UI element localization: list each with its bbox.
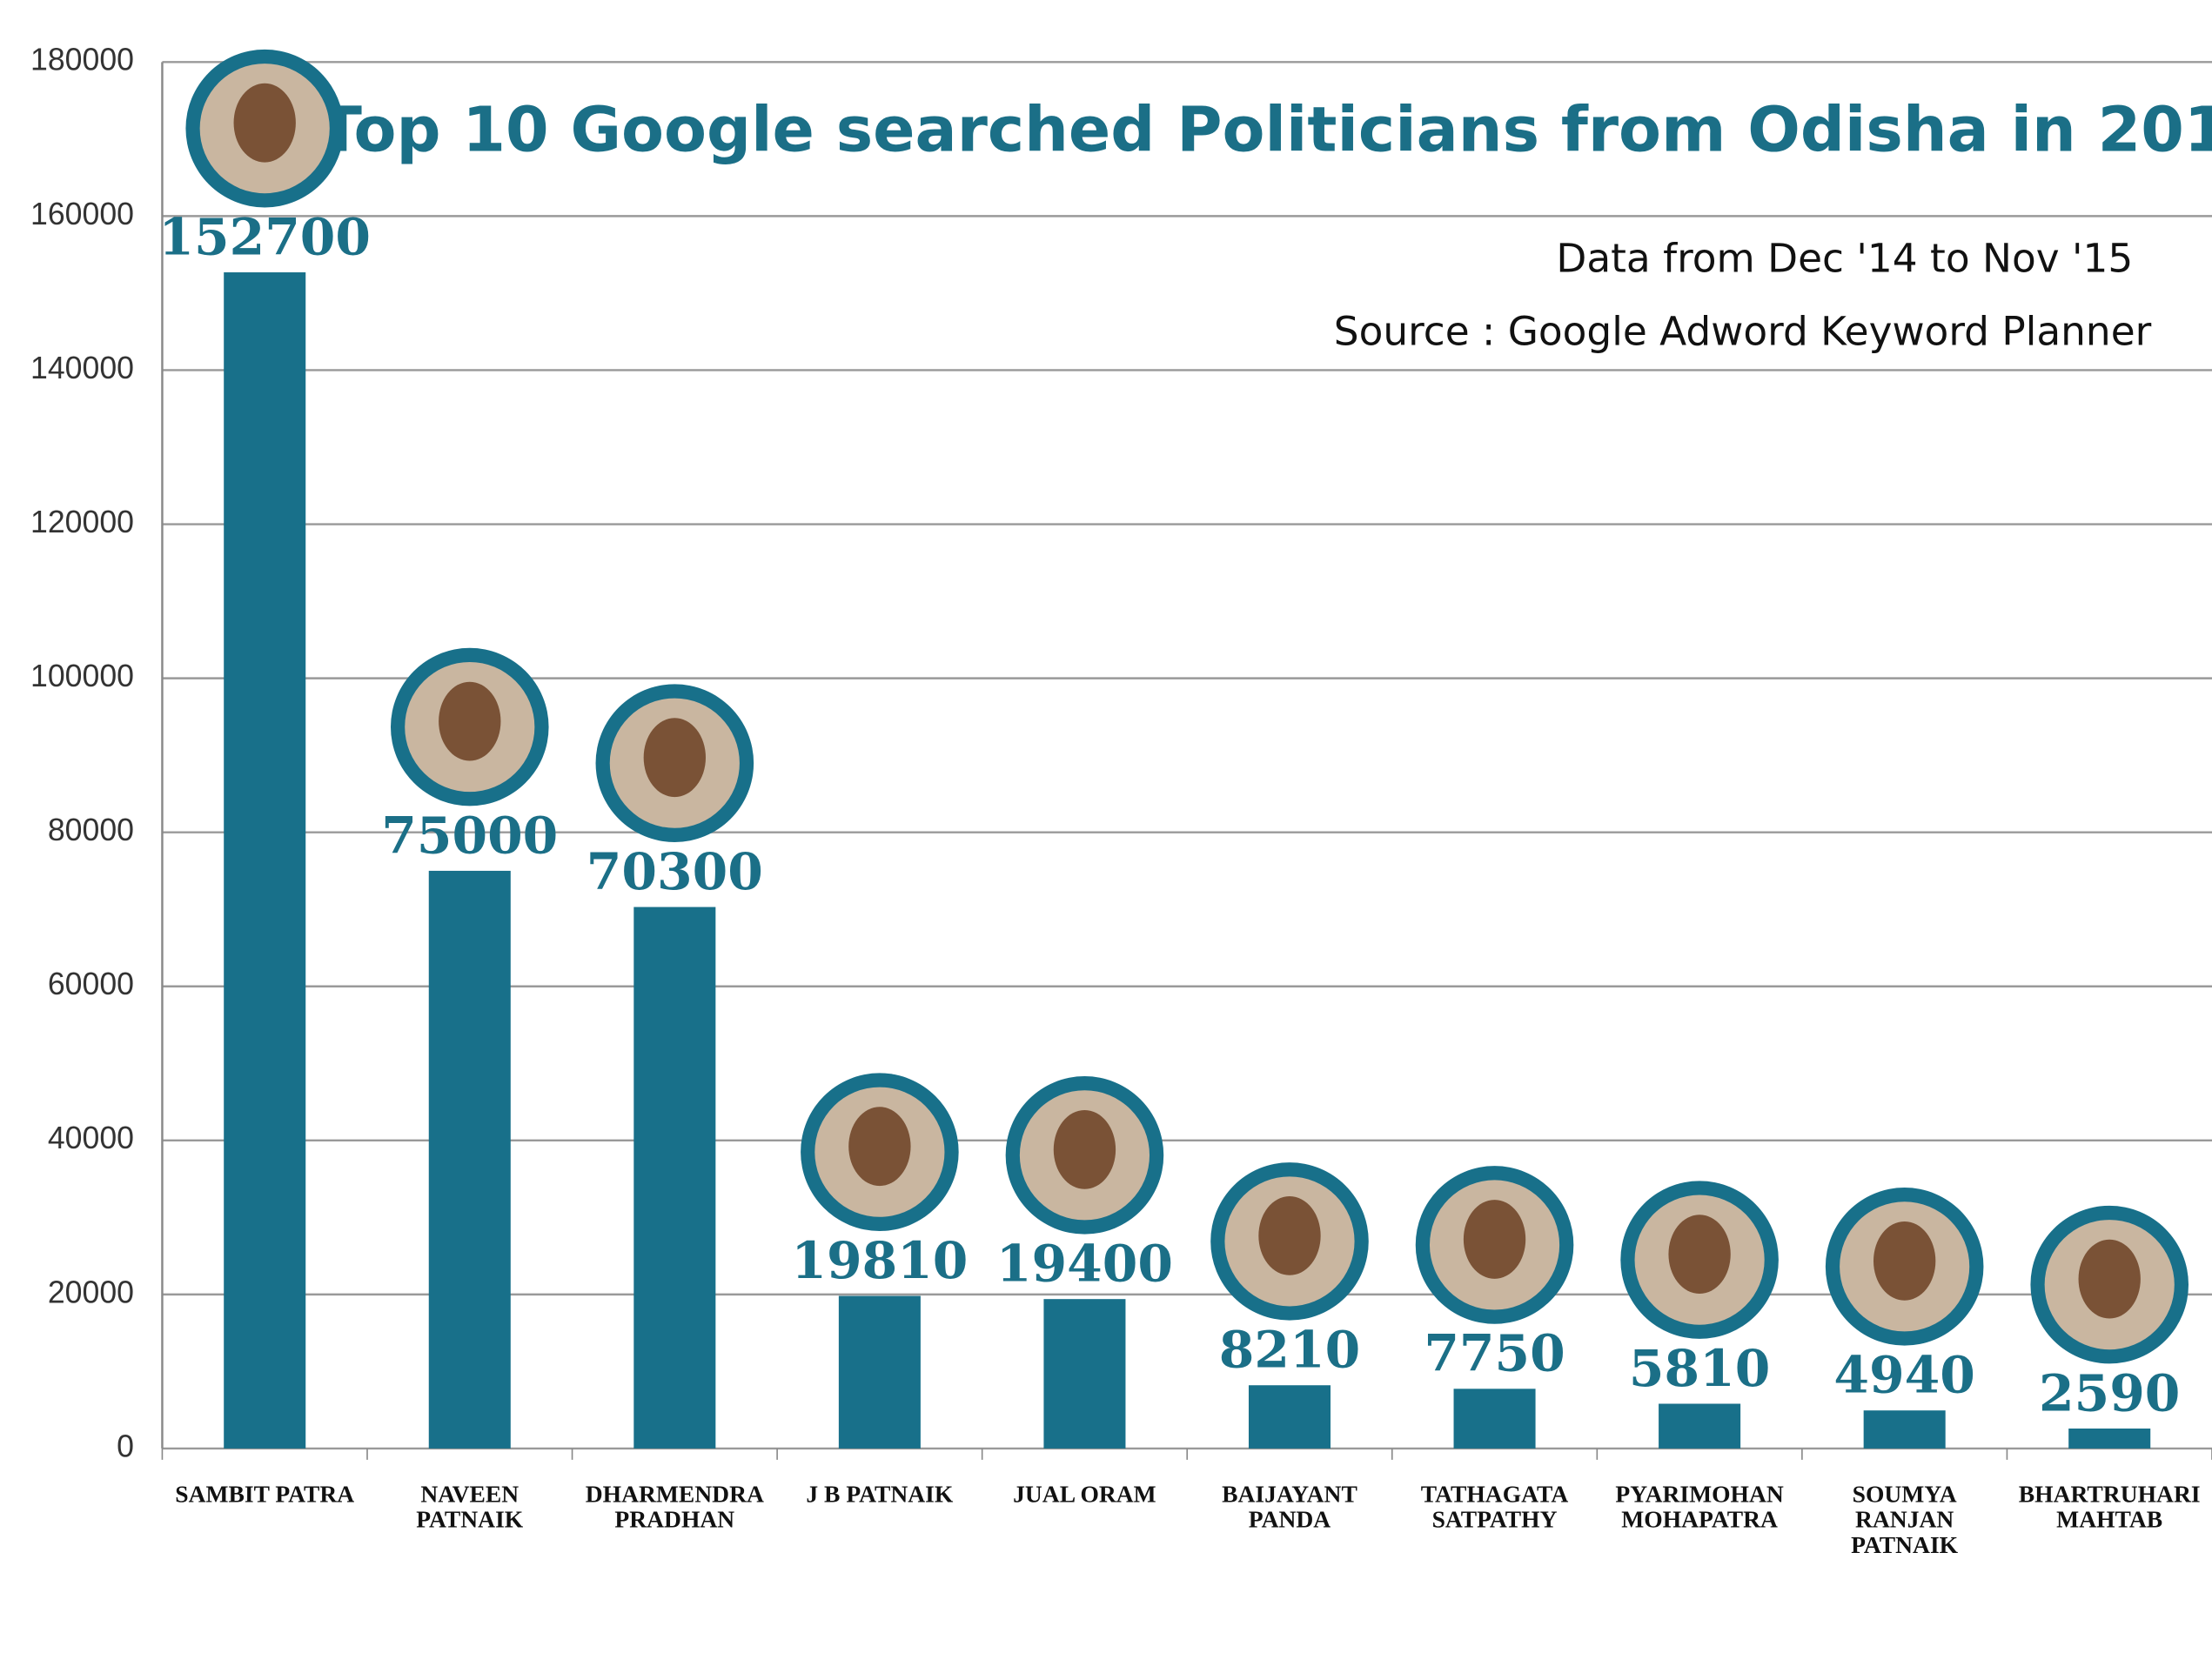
y-tick-label: 100000: [30, 659, 134, 693]
source: Source : Google Adword Keyword Planner: [1334, 309, 2152, 355]
value-label: 75000: [381, 805, 558, 865]
photo-face: [1258, 1196, 1321, 1275]
bar: [633, 907, 716, 1449]
x-tick-label-box: BHARTRUHARI MAHTAB: [2018, 1482, 2201, 1534]
value-label: 152700: [158, 206, 371, 266]
subtitle: Data from Dec '14 to Nov '15: [1556, 235, 2133, 281]
value-label: 19810: [791, 1230, 968, 1290]
chart-title: Top 10 Google searched Politicians from …: [319, 94, 2212, 166]
x-tick-label-box: JUAL ORAM: [1013, 1482, 1156, 1509]
x-tick-label: BHARTRUHARI MAHTAB: [2018, 1482, 2201, 1534]
y-tick-label: 160000: [30, 197, 134, 231]
bar: [1659, 1403, 1741, 1449]
photo-face: [2078, 1239, 2141, 1319]
value-label: 70300: [587, 841, 763, 901]
photo-face: [643, 718, 706, 798]
x-tick-label: BAIJAYANT PANDA: [1222, 1482, 1357, 1534]
value-label: 8210: [1219, 1320, 1360, 1380]
x-tick-label: TATHAGATA SATPATHY: [1420, 1482, 1569, 1534]
bar: [224, 272, 306, 1449]
photo-face: [439, 681, 501, 761]
y-tick-label: 80000: [48, 813, 134, 847]
y-tick-label: 120000: [30, 505, 134, 539]
bar: [1043, 1299, 1126, 1449]
bar: [428, 870, 511, 1449]
x-tick-label-box: BAIJAYANT PANDA: [1222, 1482, 1357, 1534]
bar: [838, 1295, 921, 1449]
y-tick-label: 180000: [30, 43, 134, 77]
x-tick-label-box: NAVEEN PATNAIK: [416, 1482, 524, 1534]
x-tick-label-box: J B PATNAIK: [806, 1482, 954, 1509]
bar: [1863, 1410, 1946, 1449]
y-tick-label: 40000: [48, 1121, 134, 1155]
x-tick-label: DHARMENDRA PRADHAN: [585, 1482, 764, 1534]
bar: [1248, 1385, 1331, 1449]
photo-face: [1668, 1215, 1731, 1295]
value-label: 19400: [996, 1234, 1173, 1294]
x-tick-label: SOUMYA RANJAN PATNAIK: [1851, 1482, 1959, 1559]
y-tick-label: 140000: [30, 351, 134, 385]
value-label: 4940: [1833, 1345, 1974, 1405]
value-label: 2590: [2039, 1362, 2180, 1422]
y-tick-label: 60000: [48, 967, 134, 1001]
photo-face: [848, 1107, 911, 1187]
value-label: 5810: [1629, 1338, 1770, 1398]
x-tick-label: J B PATNAIK: [806, 1482, 954, 1509]
y-tick-label: 0: [117, 1429, 134, 1463]
x-tick-label-box: TATHAGATA SATPATHY: [1420, 1482, 1569, 1534]
photo-face: [1053, 1109, 1116, 1189]
x-tick-label: NAVEEN PATNAIK: [416, 1482, 524, 1534]
x-tick-label: PYARIMOHAN MOHAPATRA: [1615, 1482, 1784, 1534]
photo-face: [1463, 1200, 1526, 1279]
photo-face: [1873, 1221, 1936, 1301]
y-tick-label: 20000: [48, 1275, 134, 1309]
x-tick-label-box: SOUMYA RANJAN PATNAIK: [1851, 1482, 1959, 1559]
x-tick-label-box: PYARIMOHAN MOHAPATRA: [1615, 1482, 1784, 1534]
value-label: 7750: [1424, 1323, 1565, 1383]
x-tick-label-box: SAMBIT PATRA: [175, 1482, 355, 1509]
bar: [2068, 1429, 2151, 1449]
bar: [1453, 1389, 1536, 1449]
x-tick-label: JUAL ORAM: [1013, 1482, 1156, 1509]
x-tick-label: SAMBIT PATRA: [175, 1482, 355, 1509]
photo-face: [233, 83, 296, 163]
x-tick-label-box: DHARMENDRA PRADHAN: [585, 1482, 764, 1534]
